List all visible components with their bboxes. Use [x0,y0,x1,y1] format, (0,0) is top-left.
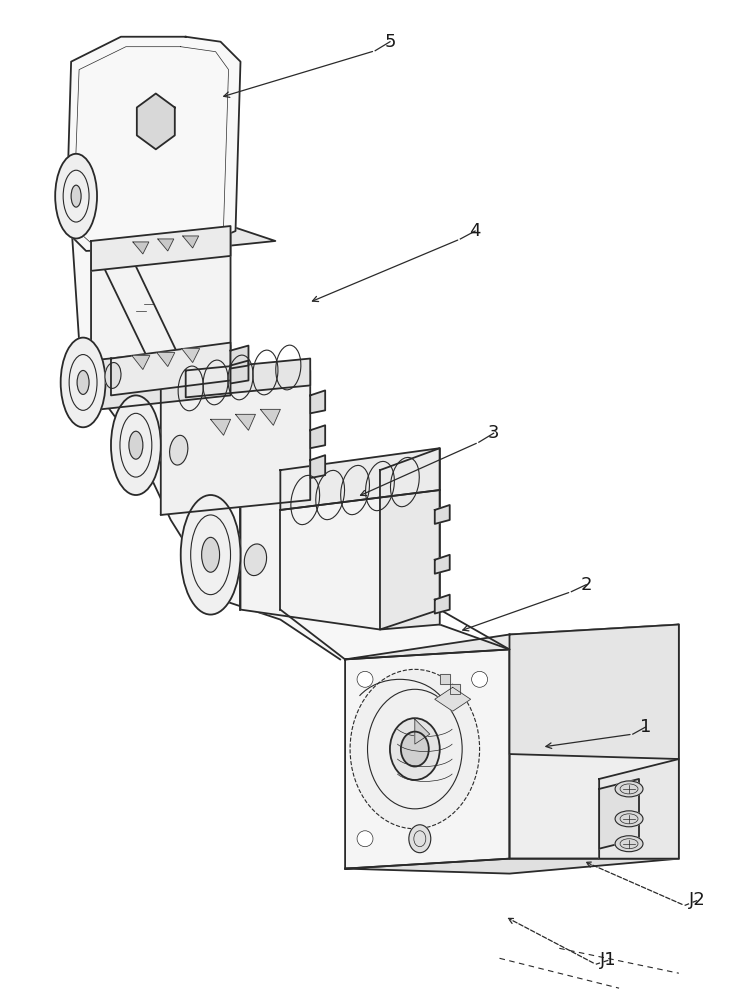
Polygon shape [345,859,679,874]
Text: J1: J1 [600,951,617,969]
Ellipse shape [615,836,643,852]
Ellipse shape [55,154,97,238]
Bar [450,684,460,694]
Polygon shape [91,226,230,395]
Polygon shape [132,356,150,369]
Circle shape [472,671,487,687]
Bar [450,684,460,694]
Polygon shape [66,37,241,251]
Polygon shape [380,448,440,630]
Polygon shape [186,359,311,397]
Polygon shape [280,448,440,510]
Polygon shape [160,370,311,515]
Text: 4: 4 [470,222,481,240]
Ellipse shape [401,732,429,766]
Polygon shape [158,239,174,251]
Polygon shape [599,779,639,849]
Circle shape [357,831,373,847]
Polygon shape [435,595,450,614]
Ellipse shape [244,544,267,576]
Polygon shape [111,343,230,395]
Polygon shape [311,390,325,413]
Circle shape [357,671,373,687]
Polygon shape [311,455,325,478]
Ellipse shape [111,395,160,495]
Polygon shape [236,414,256,430]
Polygon shape [230,361,248,383]
Ellipse shape [77,370,89,394]
Polygon shape [91,226,276,256]
Bar [440,674,450,684]
Ellipse shape [409,825,431,853]
Ellipse shape [181,495,241,615]
Polygon shape [260,409,280,425]
Ellipse shape [169,435,188,465]
Ellipse shape [390,718,440,780]
Ellipse shape [71,185,81,207]
Ellipse shape [350,669,479,829]
Ellipse shape [615,811,643,827]
Polygon shape [210,419,230,435]
Polygon shape [71,221,510,659]
Ellipse shape [201,537,220,572]
Polygon shape [435,687,470,711]
Polygon shape [91,346,230,410]
Text: 5: 5 [384,33,396,51]
Polygon shape [91,226,230,271]
Polygon shape [157,353,175,367]
Polygon shape [599,759,679,859]
Polygon shape [241,470,440,630]
Polygon shape [415,719,429,744]
Ellipse shape [61,338,106,427]
Polygon shape [510,625,679,759]
Ellipse shape [615,781,643,797]
Polygon shape [182,349,200,363]
Polygon shape [137,94,175,149]
Polygon shape [510,625,679,859]
Polygon shape [435,555,450,574]
Polygon shape [183,236,198,248]
Text: 1: 1 [640,718,651,736]
Ellipse shape [105,363,121,388]
Polygon shape [435,505,450,524]
Polygon shape [230,346,248,368]
Polygon shape [345,625,679,659]
Bar [440,674,450,684]
Text: J2: J2 [689,891,706,909]
Polygon shape [133,242,149,254]
Polygon shape [311,425,325,448]
Polygon shape [345,649,510,869]
Text: 2: 2 [580,576,592,594]
Ellipse shape [129,431,143,459]
Text: 3: 3 [488,424,499,442]
